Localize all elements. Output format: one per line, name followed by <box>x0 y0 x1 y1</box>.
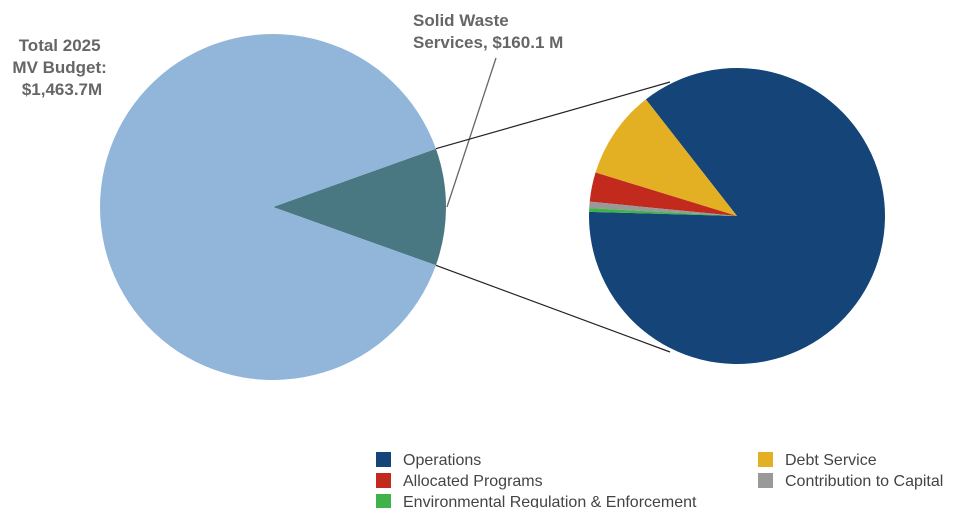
solid-waste-callout-line-1: Solid Waste <box>413 11 509 30</box>
pie-connector-lines <box>435 81 671 353</box>
connector-line-bottom <box>435 264 671 353</box>
legend-swatch <box>376 494 391 508</box>
callout-leader-line <box>446 57 497 208</box>
legend-label: Environmental Regulation & Enforcement <box>403 494 697 508</box>
legend-item-debt-service: Debt Service <box>758 452 877 469</box>
connector-line-top <box>435 81 671 150</box>
legend-label: Debt Service <box>785 452 877 469</box>
main-pie-title-line-3: $1,463.7M <box>22 80 102 99</box>
main-pie-slice-other <box>100 34 436 380</box>
solid-waste-callout-label: Solid Waste Services, $160.1 M <box>413 11 563 52</box>
legend-label: Operations <box>403 452 481 469</box>
main-pie-title: Total 2025 MV Budget: $1,463.7M <box>12 36 111 99</box>
detail-pie <box>589 67 886 364</box>
legend-swatch <box>376 473 391 488</box>
detail-pie-slice-contribution-to-capital <box>589 201 737 216</box>
legend-item-allocated-programs: Allocated Programs <box>376 473 543 490</box>
detail-pie-slice-debt-service <box>595 99 737 216</box>
legend-label: Contribution to Capital <box>785 473 943 490</box>
legend-swatch <box>758 473 773 488</box>
legend-item-environmental-regulation-enforcement: Environmental Regulation & Enforcement <box>376 494 697 508</box>
legend-item-operations: Operations <box>376 452 481 469</box>
legend-swatch <box>758 452 773 467</box>
legend: Operations Debt Service Allocated Programs… <box>376 452 943 508</box>
detail-pie-slice-environmental-regulation-enforcement <box>589 208 737 216</box>
legend-item-contribution-to-capital: Contribution to Capital <box>758 473 943 490</box>
legend-swatch <box>376 452 391 467</box>
legend-label: Allocated Programs <box>403 473 543 490</box>
main-pie-title-line-2: MV Budget: <box>12 58 106 77</box>
main-pie-slice-solid-waste <box>273 148 447 266</box>
detail-pie-slice-allocated-programs <box>589 172 737 216</box>
detail-pie-slice-operations <box>589 67 886 364</box>
main-pie-title-line-1: Total 2025 <box>19 36 101 55</box>
solid-waste-callout-line-2: Services, $160.1 M <box>413 33 563 52</box>
main-pie <box>100 34 497 380</box>
